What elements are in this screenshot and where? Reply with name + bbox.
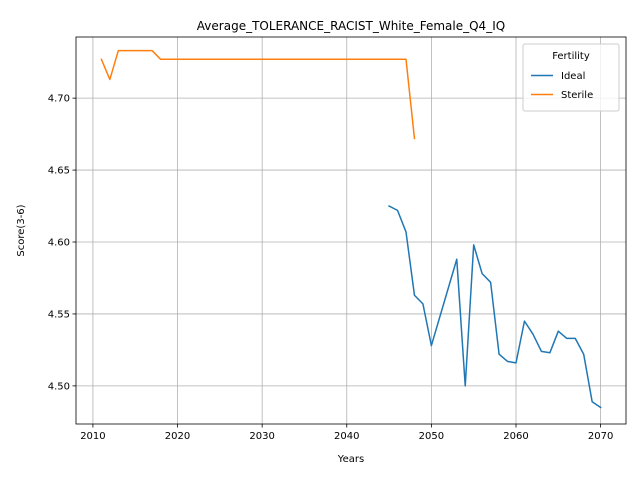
y-tick-label: 4.70 [48, 94, 70, 105]
x-tick-label: 2060 [503, 431, 528, 442]
y-tick-label: 4.65 [48, 166, 70, 177]
x-tick-label: 2070 [588, 431, 613, 442]
y-axis-title: Score(3-6) [16, 204, 27, 256]
legend-title: Fertility [552, 51, 590, 62]
x-tick-label: 2020 [165, 431, 190, 442]
x-tick-label: 2010 [80, 431, 105, 442]
x-tick-label: 2050 [419, 431, 444, 442]
legend-label-sterile: Sterile [561, 90, 593, 101]
legend-label-ideal: Ideal [561, 71, 585, 82]
legend: Fertility Ideal Sterile [523, 44, 619, 111]
x-tick-label: 2040 [334, 431, 359, 442]
x-axis-title: Years [337, 454, 364, 465]
chart-title: Average_TOLERANCE_RACIST_White_Female_Q4… [197, 19, 505, 33]
y-tick-label: 4.55 [48, 309, 70, 320]
y-tick-label: 4.60 [48, 238, 70, 249]
y-tick-label: 4.50 [48, 381, 70, 392]
x-tick-label: 2030 [249, 431, 274, 442]
